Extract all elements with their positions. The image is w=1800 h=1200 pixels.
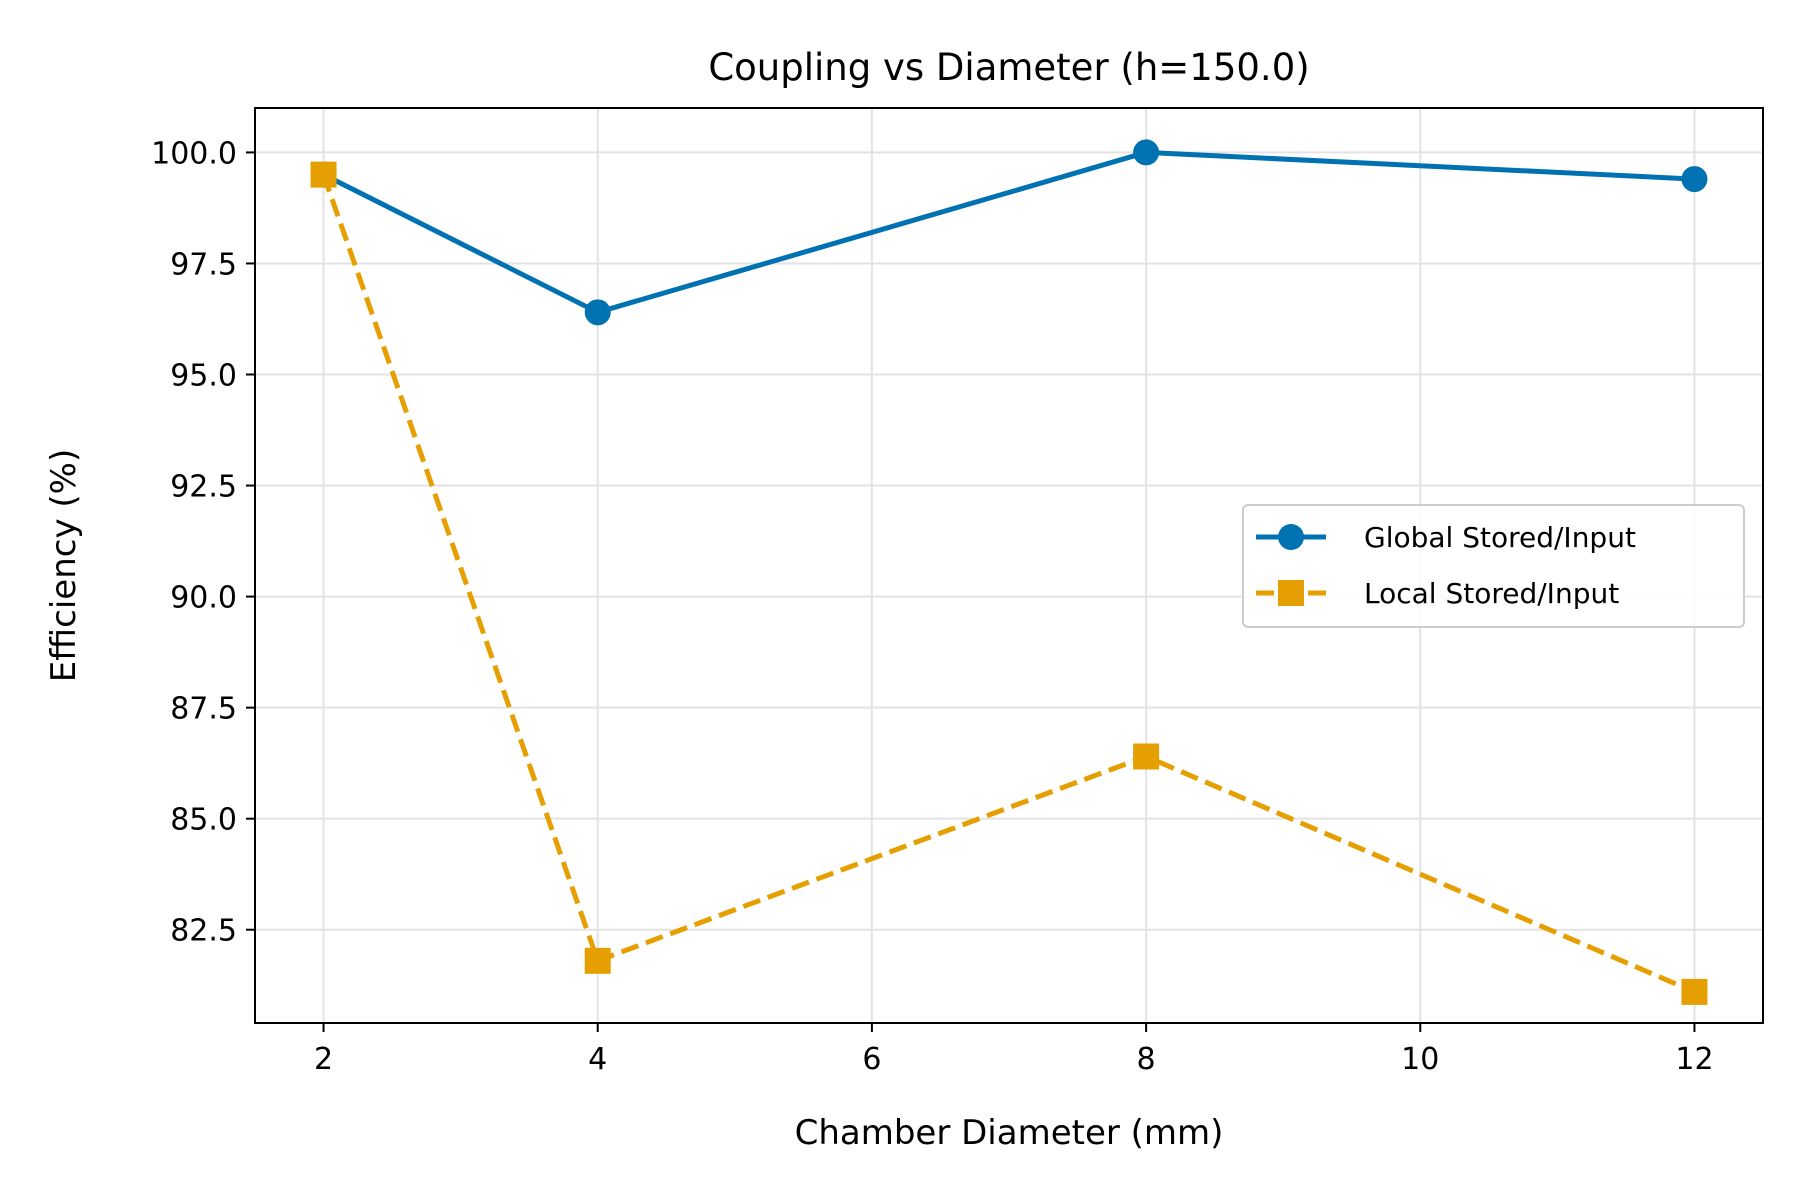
x-tick-label: 4 [588, 1042, 607, 1077]
data-point-circle [584, 299, 611, 326]
legend-marker-square [1278, 580, 1304, 606]
series-layer [310, 139, 1708, 1005]
data-point-circle [1133, 139, 1160, 166]
data-point-square [1133, 743, 1160, 770]
series-line-1 [322, 149, 1695, 315]
legend-label-2: Local Stored/Input [1364, 577, 1619, 610]
plot-frame [254, 107, 1764, 1024]
x-axis-title: Chamber Diameter (mm) [795, 1113, 1224, 1153]
series-line-2 [321, 173, 1696, 995]
data-point-square [584, 947, 611, 974]
y-tick-label: 85.0 [170, 803, 237, 838]
y-tick-label: 87.5 [170, 692, 237, 727]
x-tick-label: 6 [862, 1042, 881, 1077]
legend-box [1242, 504, 1745, 628]
legend-marker-circle [1278, 524, 1304, 550]
y-tick-label: 82.5 [170, 914, 237, 949]
y-tick-label: 90.0 [170, 581, 237, 616]
x-tick-label: 8 [1137, 1042, 1156, 1077]
x-tick-label: 2 [314, 1042, 333, 1077]
chart-title: Coupling vs Diameter (h=150.0) [708, 46, 1309, 89]
data-point-square [1681, 978, 1708, 1005]
x-tick-label: 10 [1401, 1042, 1439, 1077]
data-point-square [310, 161, 337, 188]
legend: Global Stored/Input Local Stored/Input [1242, 504, 1745, 628]
legend-label-1: Global Stored/Input [1364, 521, 1636, 554]
y-tick-label: 100.0 [151, 136, 237, 171]
axis-ticks: 2 4 6 8 10 12 82.5 85.0 87.5 90.0 92.5 95.0 97.5 100.… [151, 136, 1713, 1077]
y-axis-title: Efficiency (%) [44, 449, 84, 682]
x-tick-label: 12 [1675, 1042, 1713, 1077]
y-tick-label: 92.5 [170, 470, 237, 505]
data-point-circle [1681, 166, 1708, 193]
y-tick-label: 95.0 [170, 359, 237, 394]
y-tick-label: 97.5 [170, 247, 237, 282]
